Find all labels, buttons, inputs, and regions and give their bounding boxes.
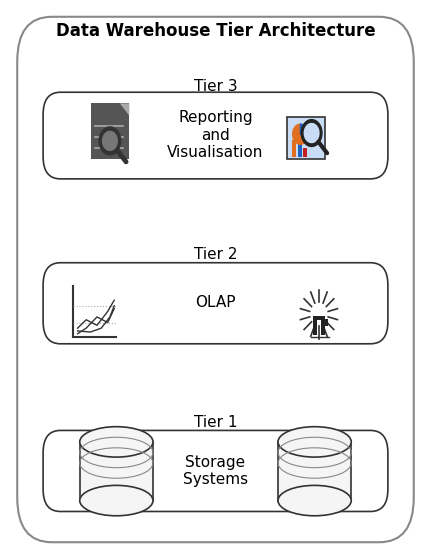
Ellipse shape [277, 427, 350, 457]
Text: Tier 1: Tier 1 [194, 415, 236, 429]
FancyBboxPatch shape [43, 263, 387, 344]
Ellipse shape [80, 485, 153, 516]
Polygon shape [102, 131, 117, 150]
FancyBboxPatch shape [90, 103, 129, 159]
FancyBboxPatch shape [286, 117, 325, 159]
Bar [303, 148, 307, 157]
Text: Tier 2: Tier 2 [194, 247, 236, 262]
FancyBboxPatch shape [43, 92, 387, 179]
Polygon shape [304, 124, 318, 143]
Polygon shape [120, 103, 129, 116]
Polygon shape [301, 120, 321, 146]
Polygon shape [99, 127, 120, 155]
Text: Data Warehouse Tier Architecture: Data Warehouse Tier Architecture [55, 22, 375, 40]
Ellipse shape [80, 427, 153, 457]
Ellipse shape [277, 485, 350, 516]
Polygon shape [300, 124, 307, 139]
Bar [292, 140, 295, 157]
Text: Reporting
and
Visualisation: Reporting and Visualisation [167, 110, 263, 160]
FancyBboxPatch shape [80, 442, 153, 501]
FancyBboxPatch shape [43, 430, 387, 511]
FancyBboxPatch shape [277, 442, 350, 501]
Text: Storage
Systems: Storage Systems [182, 455, 248, 487]
Polygon shape [313, 316, 327, 335]
Polygon shape [292, 124, 307, 144]
Bar [297, 144, 301, 157]
Text: Tier 3: Tier 3 [193, 79, 237, 94]
Text: OLAP: OLAP [195, 296, 235, 310]
FancyBboxPatch shape [17, 17, 413, 542]
